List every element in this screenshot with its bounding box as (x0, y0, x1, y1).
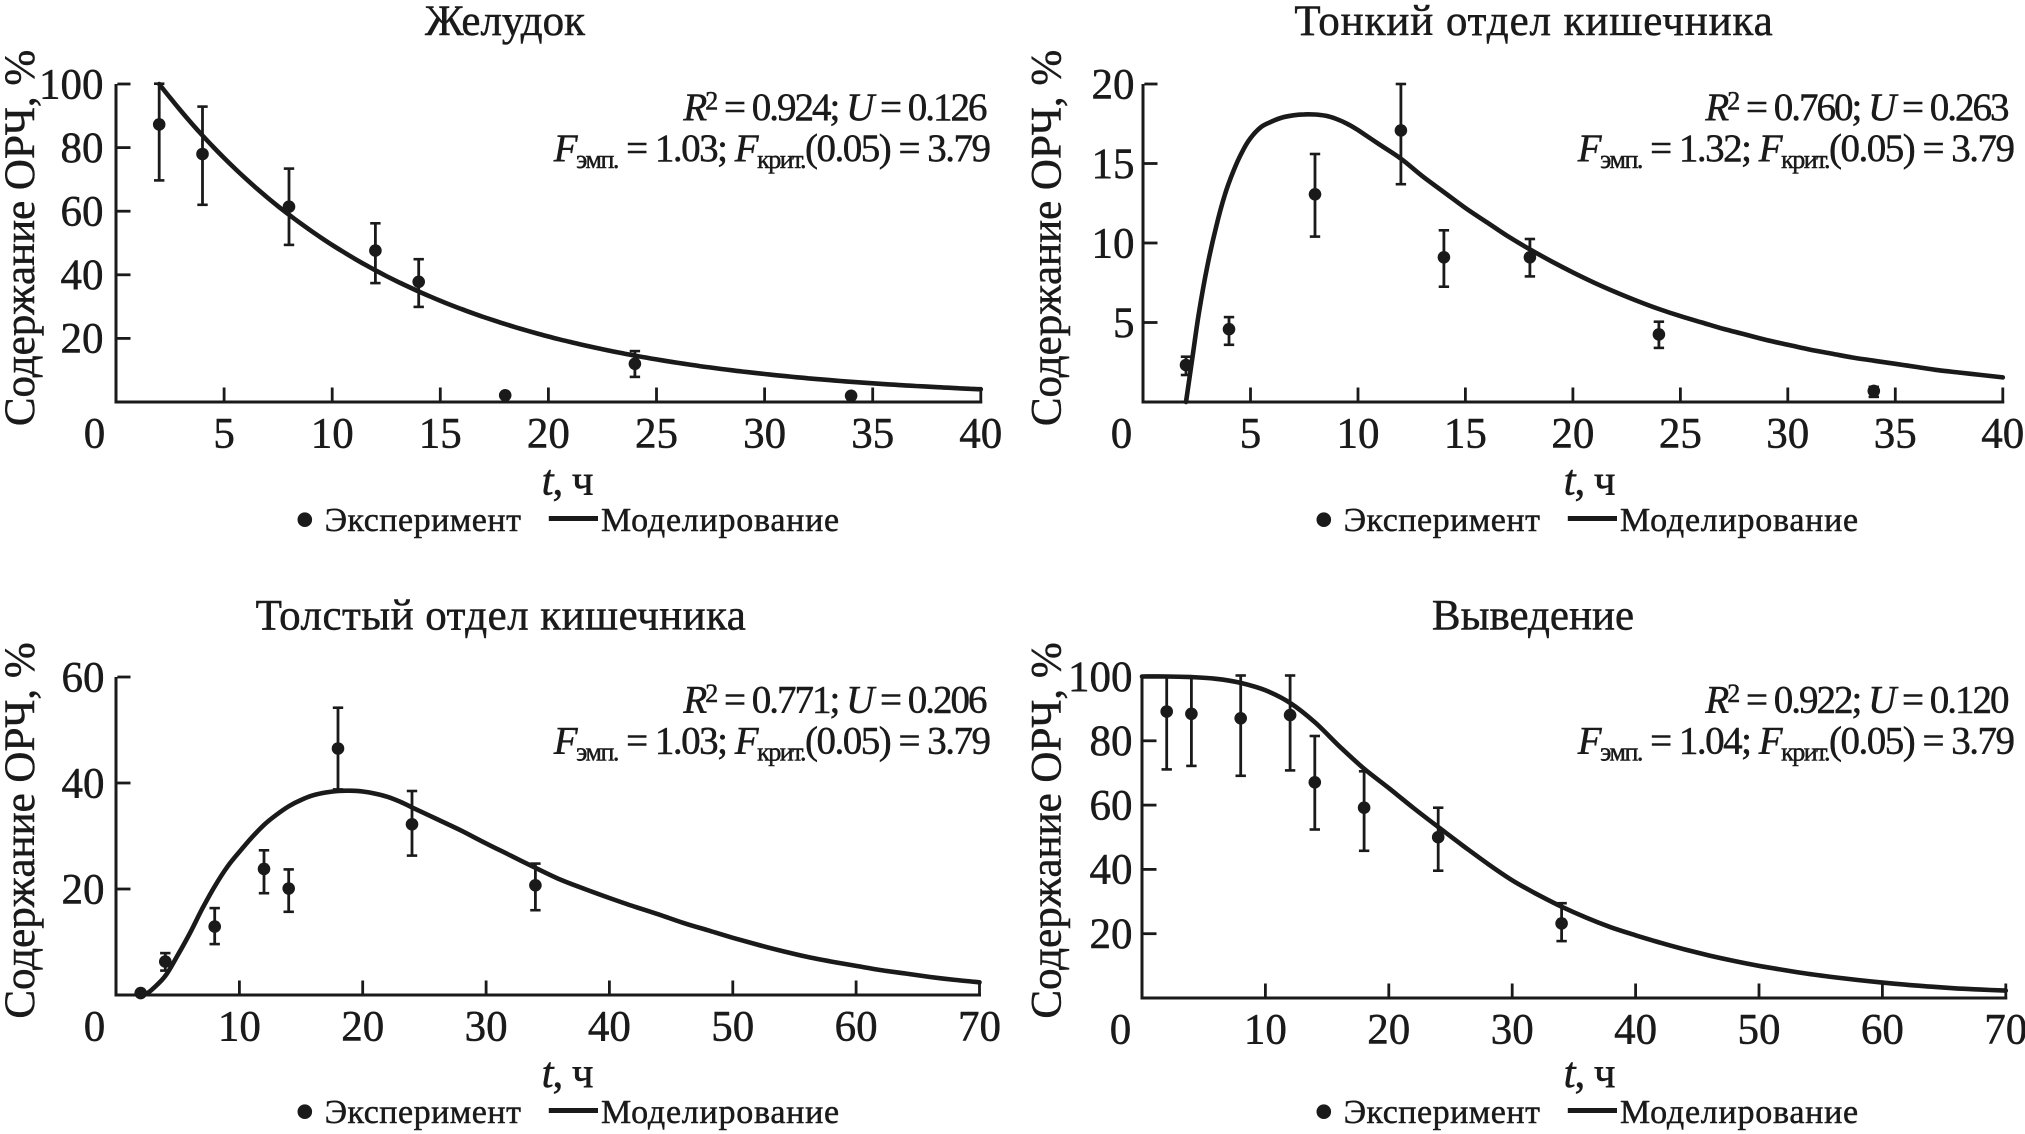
svg-text:15: 15 (419, 411, 462, 458)
svg-text:Fэмп. = 1.03; Fкрит.(0.05) = 3: Fэмп. = 1.03; Fкрит.(0.05) = 3.79 (553, 720, 990, 767)
svg-text:40: 40 (1614, 1007, 1657, 1054)
svg-text:Желудок: Желудок (425, 0, 585, 45)
svg-text:20: 20 (341, 1004, 384, 1051)
svg-text:5: 5 (213, 411, 235, 458)
svg-text:Fэмп. = 1.04; Fкрит.(0.05) = 3: Fэмп. = 1.04; Fкрит.(0.05) = 3.79 (1577, 720, 2014, 767)
svg-text:t, ч: t, ч (542, 1050, 593, 1097)
svg-text:Эксперимент: Эксперимент (1344, 502, 1541, 539)
svg-text:t, ч: t, ч (1564, 1050, 1615, 1097)
svg-text:60: 60 (835, 1004, 878, 1051)
svg-text:t, ч: t, ч (542, 458, 593, 505)
svg-text:60: 60 (62, 654, 105, 701)
svg-text:20: 20 (527, 411, 570, 458)
svg-text:R2 = 0.771; U = 0.206: R2 = 0.771; U = 0.206 (682, 679, 987, 722)
svg-text:20: 20 (1092, 61, 1135, 108)
svg-text:20: 20 (1090, 911, 1133, 958)
svg-text:80: 80 (61, 125, 104, 172)
svg-text:50: 50 (1738, 1007, 1781, 1054)
svg-text:100: 100 (39, 61, 104, 108)
svg-text:80: 80 (1090, 718, 1133, 765)
svg-text:30: 30 (465, 1004, 508, 1051)
svg-text:Моделирование: Моделирование (1620, 1094, 1859, 1131)
svg-text:Моделирование: Моделирование (601, 1094, 840, 1131)
svg-text:5: 5 (1113, 300, 1135, 347)
svg-text:Моделирование: Моделирование (601, 502, 840, 539)
svg-text:40: 40 (61, 252, 104, 299)
svg-text:10: 10 (1092, 220, 1135, 267)
svg-text:Содержание ОРЧ, %: Содержание ОРЧ, % (1024, 642, 1071, 1018)
svg-text:30: 30 (1491, 1007, 1534, 1054)
svg-text:30: 30 (1766, 411, 1809, 458)
svg-text:10: 10 (311, 411, 354, 458)
svg-text:t, ч: t, ч (1564, 458, 1615, 505)
svg-text:0: 0 (1111, 411, 1133, 458)
svg-text:20: 20 (1367, 1007, 1410, 1054)
svg-text:0: 0 (84, 1004, 106, 1051)
svg-text:20: 20 (62, 866, 105, 913)
svg-text:40: 40 (959, 411, 1002, 458)
svg-text:Содержание ОРЧ, %: Содержание ОРЧ, % (1024, 50, 1071, 426)
svg-text:R2 = 0.924; U = 0.126: R2 = 0.924; U = 0.126 (682, 86, 987, 129)
svg-text:25: 25 (1659, 411, 1702, 458)
svg-text:Эксперимент: Эксперимент (1344, 1094, 1541, 1131)
svg-text:Эксперимент: Эксперимент (325, 502, 522, 539)
svg-text:Толстый отдел кишечника: Толстый отдел кишечника (256, 593, 747, 640)
svg-text:35: 35 (851, 411, 894, 458)
svg-text:20: 20 (1551, 411, 1594, 458)
svg-text:70: 70 (1984, 1007, 2025, 1054)
svg-text:100: 100 (1068, 654, 1133, 701)
svg-text:Моделирование: Моделирование (1620, 502, 1859, 539)
svg-text:70: 70 (958, 1004, 1001, 1051)
svg-text:R2 = 0.922; U = 0.120: R2 = 0.922; U = 0.120 (1704, 679, 2009, 722)
svg-text:10: 10 (218, 1004, 261, 1051)
svg-text:15: 15 (1092, 141, 1135, 188)
svg-text:30: 30 (743, 411, 786, 458)
svg-text:15: 15 (1444, 411, 1487, 458)
svg-text:Fэмп. = 1.03; Fкрит.(0.05) = 3: Fэмп. = 1.03; Fкрит.(0.05) = 3.79 (553, 127, 990, 174)
svg-text:Тонкий отдел кишечника: Тонкий отдел кишечника (1294, 0, 1773, 45)
svg-text:50: 50 (711, 1004, 754, 1051)
svg-text:60: 60 (1861, 1007, 1904, 1054)
svg-text:40: 40 (1981, 411, 2024, 458)
svg-text:Fэмп. = 1.32; Fкрит.(0.05) = 3: Fэмп. = 1.32; Fкрит.(0.05) = 3.79 (1577, 127, 2014, 174)
svg-text:40: 40 (62, 760, 105, 807)
svg-text:5: 5 (1240, 411, 1262, 458)
svg-text:R2 = 0.760; U = 0.263: R2 = 0.760; U = 0.263 (1704, 86, 2008, 129)
svg-text:Содержание ОРЧ, %: Содержание ОРЧ, % (0, 50, 44, 426)
svg-text:40: 40 (1090, 847, 1133, 894)
svg-text:60: 60 (61, 189, 104, 236)
svg-text:0: 0 (84, 411, 106, 458)
svg-text:20: 20 (61, 316, 104, 363)
svg-text:Содержание ОРЧ, %: Содержание ОРЧ, % (0, 642, 44, 1018)
svg-text:Эксперимент: Эксперимент (325, 1094, 522, 1131)
svg-text:10: 10 (1337, 411, 1380, 458)
svg-text:40: 40 (588, 1004, 631, 1051)
svg-text:25: 25 (635, 411, 678, 458)
svg-text:0: 0 (1110, 1007, 1132, 1054)
svg-text:35: 35 (1874, 411, 1917, 458)
svg-text:60: 60 (1090, 782, 1133, 829)
svg-text:Выведение: Выведение (1432, 593, 1634, 640)
svg-text:10: 10 (1244, 1007, 1287, 1054)
